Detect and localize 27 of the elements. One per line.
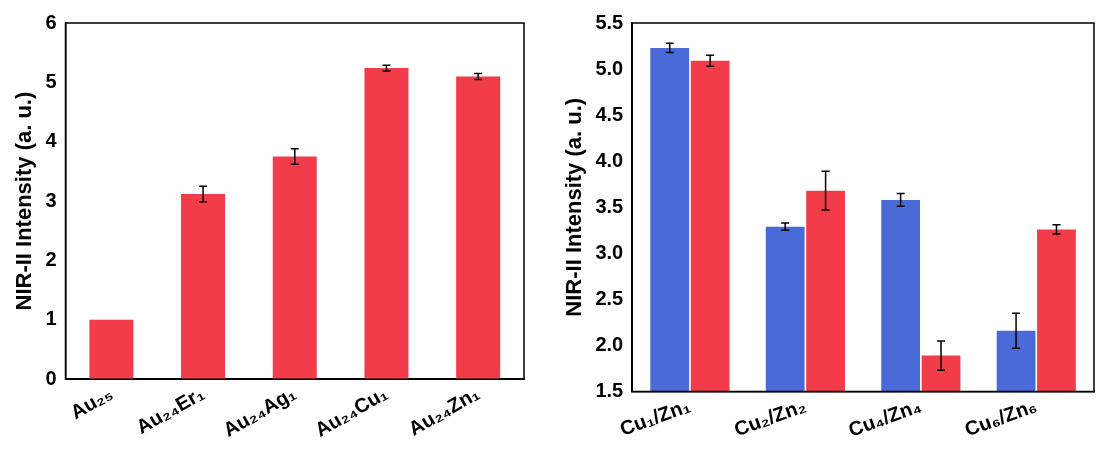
x-tick-label: Cu₂/Zn₂ [731,394,809,441]
y-tick-label: 4.5 [595,102,624,125]
y-tick-label: 3.5 [595,194,624,217]
y-tick-label: 4.0 [595,148,624,171]
y-tick-label: 1 [45,307,57,330]
y-tick-label: 0 [45,366,57,389]
y-tick-label: 3.0 [595,240,624,263]
bar [89,319,134,380]
x-tick-label: Cu₆/Zn₆ [961,394,1040,441]
x-tick-label: Cu₄/Zn₄ [845,394,925,441]
y-axis-title: NIR-II Intensity (a. u.) [561,97,587,317]
y-tick-label: 4 [45,129,58,152]
y-tick-label: 2.5 [595,286,624,309]
y-tick-label: 5.5 [595,10,624,33]
bar [181,193,226,380]
x-tick-label: Au₂₅ [66,381,117,424]
y-tick-label: 5 [45,69,57,92]
y-tick-label: 1.5 [595,379,624,402]
bar [364,68,409,380]
y-tick-label: 2 [45,247,57,270]
y-tick-label: 6 [45,10,57,33]
bar [456,76,501,380]
bar [272,156,317,380]
y-tick-label: 3 [45,188,57,211]
y-axis-title: NIR-II Intensity (a. u.) [11,91,37,311]
y-tick-label: 5.0 [595,56,624,79]
y-tick-label: 2.0 [595,333,624,355]
